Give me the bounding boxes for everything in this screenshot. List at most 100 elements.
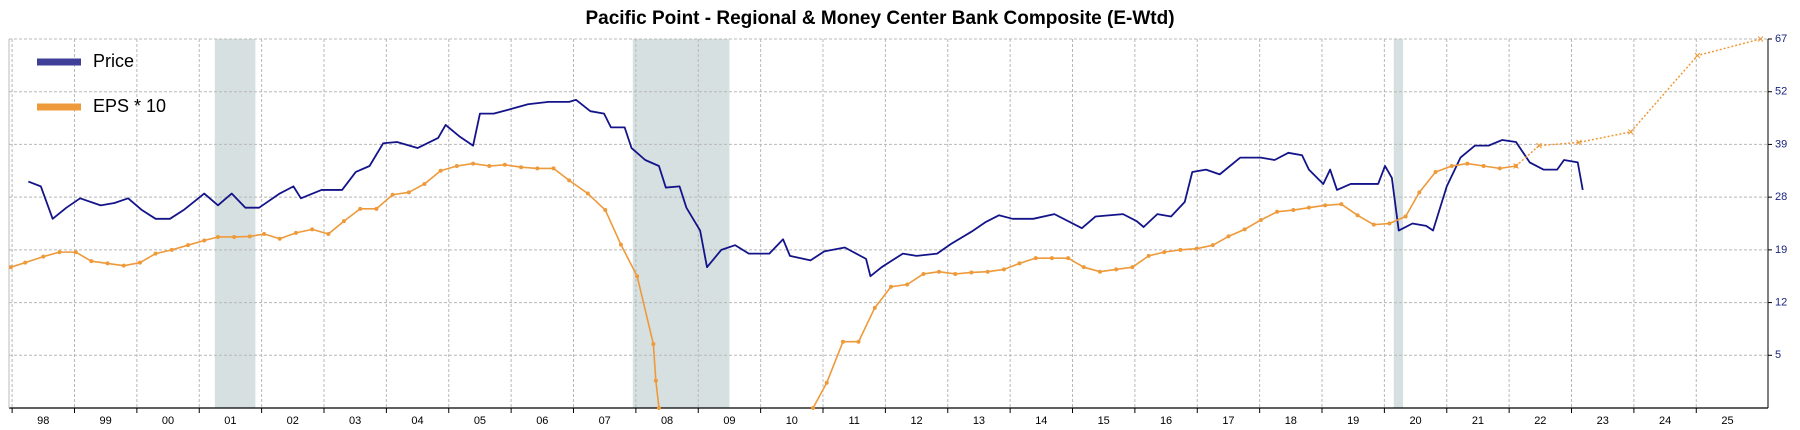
marker [57, 250, 62, 255]
marker [1146, 253, 1151, 258]
forecast-marker [1694, 52, 1701, 59]
marker [1433, 169, 1438, 174]
x-tick-label: 12 [910, 415, 922, 427]
x-tick-label: 18 [1285, 415, 1297, 427]
marker [1162, 250, 1167, 255]
recession-shade [214, 39, 256, 408]
marker [406, 190, 411, 195]
marker [502, 162, 507, 167]
marker [985, 269, 990, 274]
marker [215, 234, 220, 239]
x-tick-label: 13 [973, 415, 985, 427]
marker [953, 271, 958, 276]
marker [422, 181, 427, 186]
marker [358, 206, 363, 211]
marker [551, 166, 556, 171]
marker [905, 282, 910, 287]
marker [89, 259, 94, 264]
legend-label: Price [93, 51, 134, 71]
marker [1417, 190, 1422, 195]
marker [1242, 227, 1247, 232]
marker [1275, 209, 1280, 214]
x-tick-label: 05 [474, 415, 486, 427]
marker [1081, 265, 1086, 270]
marker [618, 242, 623, 247]
marker [1258, 217, 1263, 222]
y-tick-label: 67 [1775, 33, 1787, 45]
marker [656, 406, 661, 410]
marker [811, 406, 816, 410]
marker [1178, 247, 1183, 252]
x-tick-label: 08 [661, 415, 673, 427]
marker [1387, 221, 1392, 226]
x-tick-label: 20 [1409, 415, 1421, 427]
x-tick-label: 15 [1098, 415, 1110, 427]
x-tick-label: 09 [723, 415, 735, 427]
marker [293, 230, 298, 235]
x-tick-label: 22 [1534, 415, 1546, 427]
x-tick-label: 00 [162, 415, 174, 427]
marker [438, 168, 443, 173]
marker [471, 161, 476, 166]
marker [326, 232, 331, 237]
marker [653, 378, 658, 383]
marker [186, 243, 191, 248]
forecast-marker [1576, 139, 1582, 146]
marker [1371, 222, 1376, 227]
marker [1306, 205, 1311, 210]
y-tick-label: 52 [1775, 86, 1787, 98]
marker [390, 192, 395, 197]
marker [603, 208, 608, 213]
x-tick-label: 01 [224, 415, 236, 427]
marker [1323, 203, 1328, 208]
x-tick-label: 14 [1035, 415, 1047, 427]
marker [1033, 256, 1038, 261]
marker [105, 261, 110, 266]
legend-label: EPS * 10 [93, 96, 166, 116]
marker [921, 271, 926, 276]
recession-shade [632, 39, 730, 408]
marker [202, 238, 207, 243]
marker [454, 163, 459, 168]
marker [1449, 163, 1454, 168]
marker [1114, 267, 1119, 272]
x-tick-label: 19 [1347, 415, 1359, 427]
marker [1130, 265, 1135, 270]
marker [856, 339, 861, 344]
forecast-line [1515, 39, 1761, 167]
marker [153, 251, 158, 256]
marker [1465, 161, 1470, 166]
marker [8, 265, 13, 270]
marker [1403, 214, 1408, 219]
marker [519, 165, 524, 170]
marker [1481, 163, 1486, 168]
y-tick-label: 5 [1775, 349, 1781, 361]
marker [840, 339, 845, 344]
x-tick-label: 06 [536, 415, 548, 427]
marker [937, 269, 942, 274]
marker [262, 232, 267, 237]
x-tick-label: 98 [37, 415, 49, 427]
x-tick-label: 17 [1222, 415, 1234, 427]
marker [1194, 246, 1199, 251]
marker [169, 247, 174, 252]
x-tick-label: 07 [599, 415, 611, 427]
x-tick-label: 03 [349, 415, 361, 427]
marker [1210, 243, 1215, 248]
y-tick-label: 12 [1775, 296, 1787, 308]
marker [1097, 269, 1102, 274]
x-tick-label: 24 [1659, 415, 1671, 427]
marker [872, 305, 877, 310]
y-tick-label: 28 [1775, 191, 1787, 203]
forecast-marker [1757, 36, 1764, 42]
marker [824, 380, 829, 385]
forecast-marker [1627, 129, 1634, 135]
marker [567, 178, 572, 183]
marker [635, 274, 640, 279]
marker [1355, 213, 1360, 218]
x-tick-label: 99 [100, 415, 112, 427]
marker [1339, 202, 1344, 207]
marker [247, 234, 252, 239]
x-tick-label: 04 [411, 415, 423, 427]
